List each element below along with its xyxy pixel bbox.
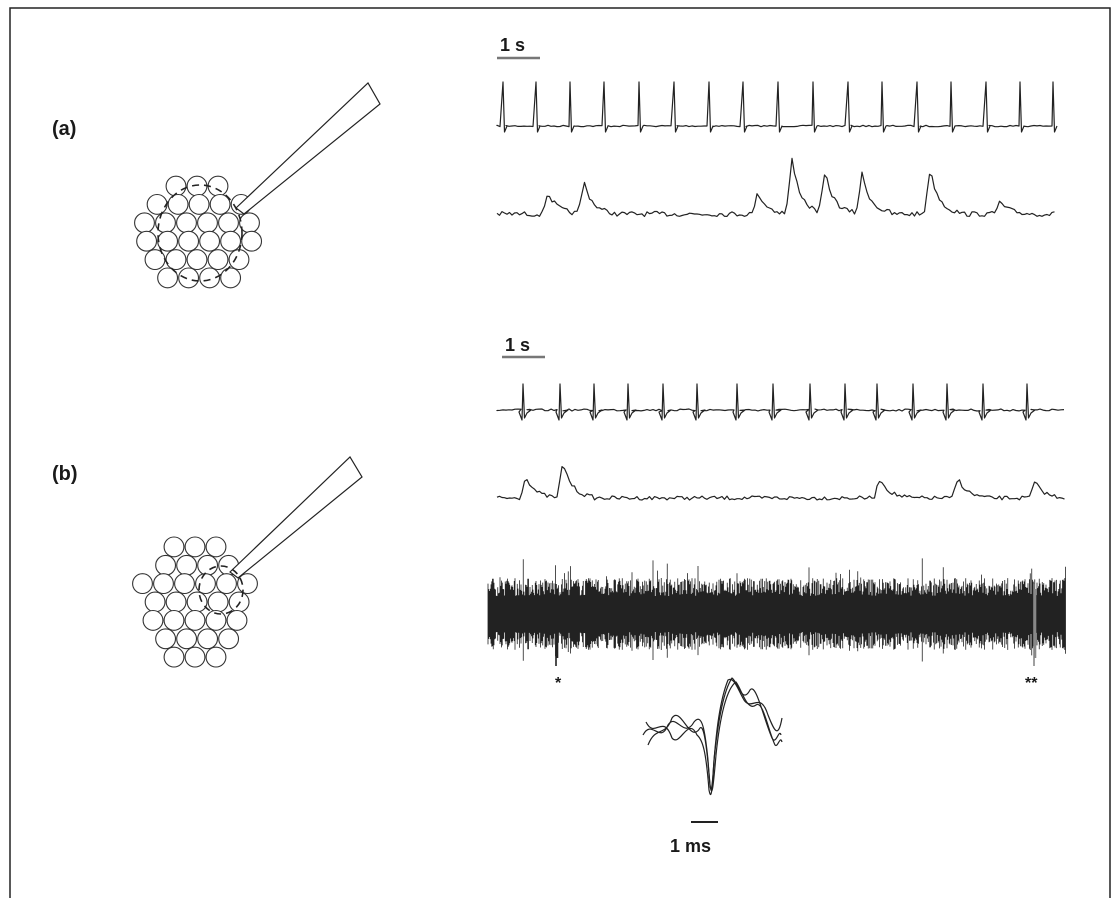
recording-region-a — [157, 184, 243, 282]
scale-label-b: 1 s — [505, 335, 530, 355]
cell — [216, 573, 237, 595]
cell — [165, 591, 187, 613]
cell — [142, 609, 164, 631]
cell — [163, 646, 185, 668]
cell — [153, 573, 174, 595]
trace-b-calcium — [496, 466, 1065, 501]
cell — [188, 193, 210, 215]
cell — [197, 212, 218, 234]
marker-single-star: * — [555, 675, 562, 692]
cell — [220, 230, 242, 252]
cell — [176, 554, 198, 576]
cell — [205, 609, 227, 631]
spike-waveform — [645, 677, 782, 796]
cell — [237, 573, 258, 595]
cell — [167, 193, 189, 215]
cell — [157, 230, 179, 252]
panel-b-label: (b) — [52, 463, 78, 485]
cell — [186, 175, 208, 197]
cell — [186, 249, 208, 271]
cell — [195, 573, 216, 595]
cell — [157, 267, 179, 289]
scale-label-a: 1 s — [500, 35, 525, 55]
cell — [197, 554, 219, 576]
cell — [205, 646, 227, 668]
unit-spike-mark — [555, 584, 559, 666]
recording-region-b — [198, 565, 244, 615]
cell — [186, 591, 208, 613]
cell — [207, 175, 229, 197]
cell — [132, 573, 153, 595]
cell — [155, 554, 177, 576]
cell — [197, 628, 219, 650]
spike-waveform-overlay — [642, 677, 783, 796]
cell — [155, 628, 177, 650]
trace-a-calcium — [496, 157, 1055, 218]
cell — [199, 230, 221, 252]
cell — [199, 267, 221, 289]
cell — [146, 193, 168, 215]
cell — [176, 212, 197, 234]
marker-double-star: ** — [1025, 675, 1038, 692]
cell — [228, 249, 250, 271]
cell — [163, 536, 185, 558]
cell — [176, 628, 198, 650]
cell — [184, 609, 206, 631]
cell — [205, 536, 227, 558]
unit-spike-mark — [1033, 584, 1037, 666]
cell — [144, 591, 166, 613]
cell — [165, 249, 187, 271]
panel-a-label: (a) — [52, 118, 76, 140]
figure-frame — [9, 7, 1111, 898]
cell — [178, 230, 200, 252]
spike-waveform — [642, 678, 783, 790]
trace-b-spikes — [496, 383, 1065, 421]
cell-cluster-b — [132, 536, 258, 668]
trace-a-spikes — [496, 81, 1058, 133]
trace-b-extracellular — [487, 558, 1066, 666]
cell — [174, 573, 195, 595]
cell — [228, 591, 250, 613]
cell — [218, 628, 240, 650]
cell — [209, 193, 231, 215]
cell — [218, 212, 239, 234]
noise-band — [487, 558, 1066, 662]
cell — [207, 249, 229, 271]
cell — [134, 212, 155, 234]
waveform-scale-label: 1 ms — [670, 836, 711, 856]
cell — [184, 536, 206, 558]
spike-waveform — [647, 681, 783, 792]
cell — [241, 230, 263, 252]
cell — [207, 591, 229, 613]
pipette-a — [235, 82, 381, 215]
cell — [136, 230, 158, 252]
cell — [163, 609, 185, 631]
cell — [220, 267, 242, 289]
cell — [178, 267, 200, 289]
pipette-b — [229, 456, 363, 579]
cell — [226, 609, 248, 631]
cell — [184, 646, 206, 668]
